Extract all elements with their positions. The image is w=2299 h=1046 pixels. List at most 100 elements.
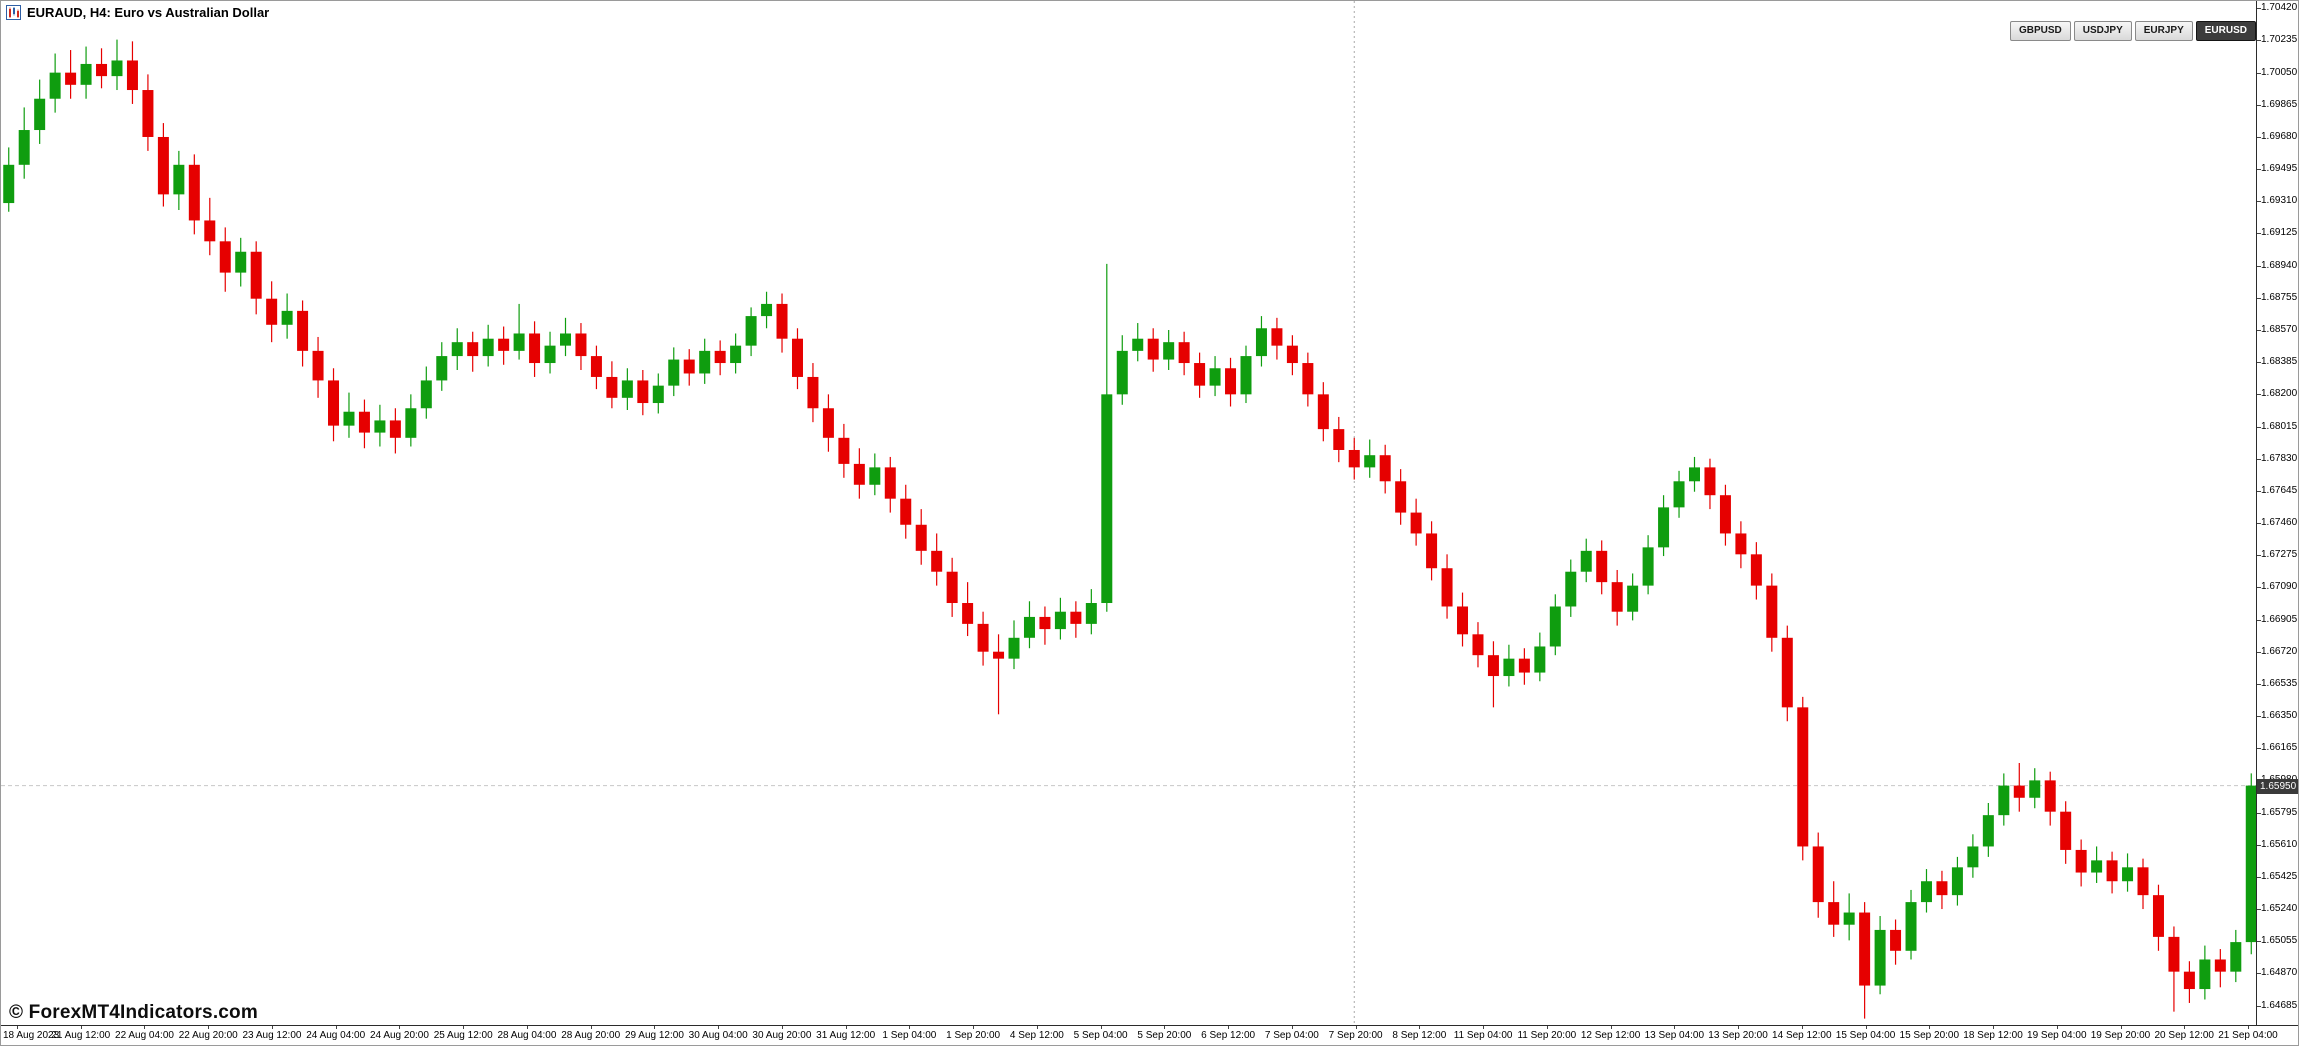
symbol-button-eurusd[interactable]: EURUSD <box>2195 21 2256 41</box>
bear-candle-body <box>328 380 340 426</box>
price-tick-label: 1.67090 <box>2261 581 2298 593</box>
price-tick-label: 1.67275 <box>2261 549 2298 561</box>
bull-candle-body <box>80 63 92 85</box>
time-tick-label: 8 Sep 12:00 <box>1392 1030 1447 1041</box>
price-tick-label: 1.69495 <box>2261 163 2298 175</box>
bear-candle-body <box>637 380 649 404</box>
time-tick-mark <box>271 1026 273 1029</box>
symbol-button-eurjpy[interactable]: EURJPY <box>2134 21 2193 41</box>
bull-candle-body <box>2245 785 2257 943</box>
bear-candle-body <box>2214 959 2226 972</box>
bear-candle-body <box>1302 363 1314 395</box>
bull-candle-body <box>513 333 525 351</box>
bull-candle-body <box>869 467 881 485</box>
time-tick-mark <box>1674 1026 1676 1029</box>
price-tick-label: 1.69310 <box>2261 195 2298 207</box>
bear-candle-body <box>1271 328 1283 346</box>
bull-candle-body <box>1023 616 1035 638</box>
price-tick-label: 1.68200 <box>2261 388 2298 400</box>
bear-candle-body <box>266 298 278 325</box>
price-tick-mark <box>2257 8 2261 10</box>
price-tick-label: 1.67830 <box>2261 452 2298 464</box>
price-tick-label: 1.64685 <box>2261 999 2298 1011</box>
price-tick-label: 1.64870 <box>2261 967 2298 979</box>
price-tick-mark <box>2257 812 2261 814</box>
symbol-button-usdjpy[interactable]: USDJPY <box>2073 21 2132 41</box>
bear-candle-body <box>1719 495 1731 534</box>
time-tick-label: 31 Aug 12:00 <box>816 1030 876 1041</box>
price-tick-label: 1.69865 <box>2261 98 2298 110</box>
time-tick-mark <box>399 1026 401 1029</box>
time-tick-label: 4 Sep 12:00 <box>1009 1030 1064 1041</box>
price-tick-mark <box>2257 362 2261 364</box>
bear-candle-body <box>2013 785 2025 798</box>
bull-candle-body <box>1658 507 1670 548</box>
chart-plot-area[interactable] <box>1 1 2259 1028</box>
bear-candle-body <box>1178 342 1190 364</box>
time-tick-label: 14 Sep 12:00 <box>1772 1030 1832 1041</box>
candlestick-chart[interactable] <box>1 1 2259 1028</box>
time-tick-mark <box>17 1026 18 1029</box>
price-tick-mark <box>2257 104 2261 106</box>
watermark: © ForexMT4Indicators.com <box>9 1002 258 1023</box>
time-axis[interactable]: 18 Aug 2023 21 Aug 12:00 22 Aug 04:00 22 Au… <box>1 1025 2298 1045</box>
price-tick-label: 1.66350 <box>2261 710 2298 722</box>
bull-candle-body <box>1580 550 1592 572</box>
price-tick-mark <box>2257 426 2261 428</box>
bull-candle-body <box>1874 929 1886 986</box>
bull-candle-body <box>1905 902 1917 951</box>
bear-candle-body <box>389 420 401 438</box>
time-tick-mark <box>590 1026 592 1029</box>
symbol-button-group: GBPUSD USDJPY EURJPY EURUSD <box>2009 21 2256 41</box>
bull-candle-body <box>1565 571 1577 607</box>
bear-candle-body <box>1070 611 1082 624</box>
bull-candle-body <box>2029 780 2041 798</box>
price-tick-mark <box>2257 40 2261 42</box>
time-tick-label: 6 Sep 12:00 <box>1201 1030 1256 1041</box>
price-tick-mark <box>2257 909 2261 911</box>
bear-candle-body <box>1936 881 1948 896</box>
bull-candle-body <box>621 380 633 398</box>
bull-candle-body <box>374 420 386 433</box>
price-tick-mark <box>2257 587 2261 589</box>
time-tick-mark <box>1801 1026 1803 1029</box>
time-tick-label: 30 Aug 04:00 <box>688 1030 748 1041</box>
bear-candle-body <box>931 550 943 572</box>
time-tick-label: 28 Aug 20:00 <box>561 1030 621 1041</box>
bull-candle-body <box>2230 942 2242 972</box>
bull-candle-body <box>1967 846 1979 868</box>
price-tick-label: 1.67460 <box>2261 517 2298 529</box>
time-tick-mark <box>1228 1026 1230 1029</box>
price-tick-label: 1.67645 <box>2261 484 2298 496</box>
symbol-button-gbpusd[interactable]: GBPUSD <box>2009 21 2071 41</box>
time-tick-mark <box>718 1026 720 1029</box>
bull-candle-body <box>405 408 417 438</box>
time-tick-label: 24 Aug 04:00 <box>306 1030 366 1041</box>
bear-candle-body <box>142 90 154 137</box>
bear-candle-body <box>1348 449 1360 468</box>
bear-candle-body <box>1781 637 1793 708</box>
bear-candle-body <box>2168 936 2180 972</box>
bull-candle-body <box>745 316 757 346</box>
bull-candle-body <box>1982 815 1994 847</box>
bear-candle-body <box>1812 846 1824 903</box>
price-tick-mark <box>2257 844 2261 846</box>
chart-title-bar: EURAUD, H4: Euro vs Australian Dollar <box>6 5 269 20</box>
bull-candle-body <box>1673 481 1685 508</box>
time-tick-label: 11 Sep 20:00 <box>1517 1030 1577 1041</box>
bear-candle-body <box>1379 455 1391 482</box>
price-tick-mark <box>2257 265 2261 267</box>
price-tick-mark <box>2257 973 2261 975</box>
bull-candle-body <box>235 251 247 273</box>
bear-candle-body <box>962 603 974 624</box>
time-tick-label: 21 Sep 04:00 <box>2218 1030 2278 1041</box>
time-tick-mark <box>80 1026 82 1029</box>
bull-candle-body <box>1116 350 1128 395</box>
bear-candle-body <box>853 463 865 485</box>
price-axis[interactable]: 1.70420 1.70235 1.70050 1.69865 1.69680 1.694… <box>2256 1 2298 1028</box>
bull-candle-body <box>2091 860 2103 873</box>
time-tick-mark <box>781 1026 783 1029</box>
bull-candle-body <box>482 338 494 357</box>
bear-candle-body <box>2137 867 2149 896</box>
